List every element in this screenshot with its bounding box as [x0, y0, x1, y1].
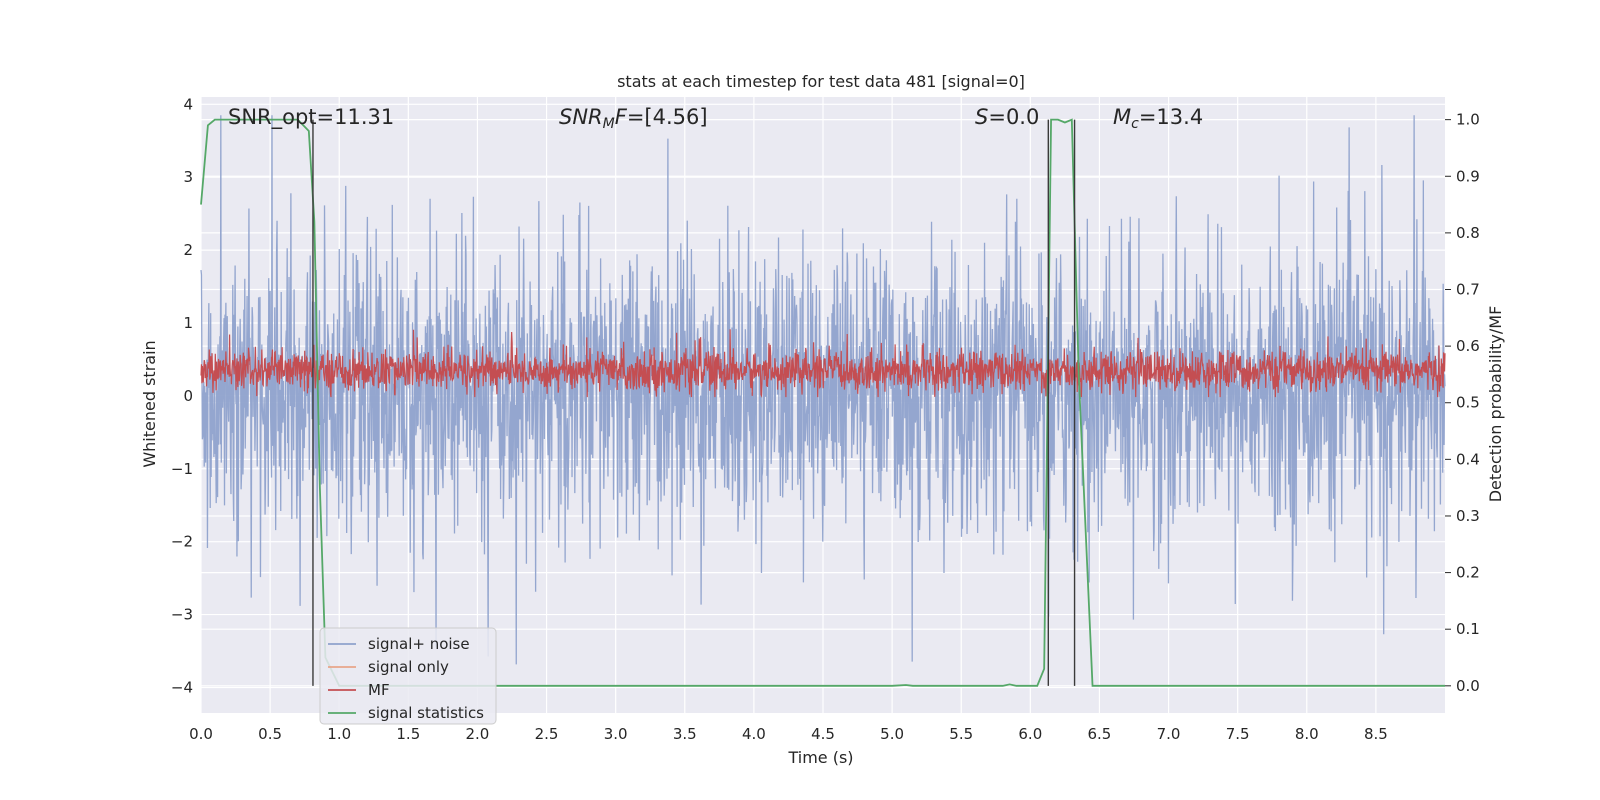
y-tick-label: −1	[171, 460, 193, 478]
y-tick-label: 2	[183, 241, 193, 259]
y2-axis-label: Detection probability/MF	[1486, 306, 1505, 503]
x-tick-label: 6.5	[1088, 725, 1112, 743]
y-tick-label: −2	[171, 533, 193, 551]
y-tick-label: −4	[171, 678, 193, 696]
y-tick-label: 1	[183, 314, 193, 332]
x-tick-label: 5.5	[949, 725, 973, 743]
y2-tick-label: 0.8	[1456, 224, 1480, 242]
annotations: SNR_opt=11.31 SNRMF=[4.56] S=0.0 Mc=13.4	[228, 105, 1203, 132]
y-axis-ticks: 4 3 2 1 0 −1 −2 −3 −4	[171, 95, 193, 696]
signal-noise-line	[200, 115, 1446, 665]
x-tick-label: 0.5	[258, 725, 282, 743]
y-tick-label: 3	[183, 168, 193, 186]
series-signal-statistics	[200, 118, 1445, 687]
x-tick-label: 1.0	[327, 725, 351, 743]
y2-tick-label: 0.5	[1456, 394, 1480, 412]
chart-title: stats at each timestep for test data 481…	[617, 72, 1025, 91]
x-tick-label: 2.0	[466, 725, 490, 743]
legend-box	[319, 627, 497, 725]
series-mf	[200, 329, 1446, 398]
y2-tick-label: 0.9	[1456, 167, 1480, 185]
legend-label: signal statistics	[368, 704, 484, 722]
y2-tick-label: 0.1	[1456, 620, 1480, 638]
y2-tick-label: 0.2	[1456, 564, 1480, 582]
y-tick-label: 0	[183, 387, 193, 405]
x-tick-label: 2.5	[535, 725, 559, 743]
y2-tick-label: 0.0	[1456, 677, 1480, 695]
x-tick-label: 0.0	[189, 725, 213, 743]
legend-label: MF	[368, 681, 390, 699]
mf-line	[200, 329, 1446, 398]
annotation-snr-opt: SNR_opt=11.31	[228, 105, 394, 130]
legend-label: signal only	[368, 658, 449, 676]
annotation-mc-value: Mc=13.4	[1113, 105, 1203, 132]
x-tick-label: 1.5	[396, 725, 420, 743]
x-tick-label: 4.0	[742, 725, 766, 743]
x-tick-label: 3.5	[673, 725, 697, 743]
x-axis-ticks: 0.0 0.5 1.0 1.5 2.0 2.5 3.0 3.5 4.0 4.5 5.0 5.5 6.0 6…	[189, 725, 1388, 743]
y2-tick-label: 0.6	[1456, 337, 1480, 355]
vertical-markers	[312, 119, 1076, 686]
y2-axis-ticks: 1.0 0.9 0.8 0.7 0.6 0.5 0.4 0.3 0.2 0.1 0.0	[1445, 111, 1480, 695]
y2-tick-label: 0.4	[1456, 450, 1480, 468]
y-tick-label: −3	[171, 606, 193, 624]
y-axis-label: Whitened strain	[140, 340, 159, 467]
x-tick-label: 3.0	[604, 725, 628, 743]
x-axis-label: Time (s)	[787, 748, 853, 767]
series-signal-noise	[200, 115, 1446, 665]
x-tick-label: 7.5	[1226, 725, 1250, 743]
y2-tick-label: 1.0	[1456, 111, 1480, 129]
y2-tick-label: 0.7	[1456, 281, 1480, 299]
y2-tick-label: 0.3	[1456, 507, 1480, 525]
legend-label: signal+ noise	[368, 635, 470, 653]
x-tick-label: 6.0	[1018, 725, 1042, 743]
x-tick-label: 8.5	[1364, 725, 1388, 743]
x-tick-label: 8.0	[1295, 725, 1319, 743]
x-tick-label: 5.0	[880, 725, 904, 743]
y-tick-label: 4	[183, 95, 193, 113]
x-tick-label: 7.0	[1157, 725, 1181, 743]
annotation-snr-mf: SNRMF=[4.56]	[559, 105, 708, 132]
signal-statistics-line	[200, 118, 1445, 687]
annotation-s-value: S=0.0	[975, 105, 1039, 129]
legend: signal+ noise signal only MF signal statist…	[319, 627, 497, 725]
x-tick-label: 4.5	[811, 725, 835, 743]
